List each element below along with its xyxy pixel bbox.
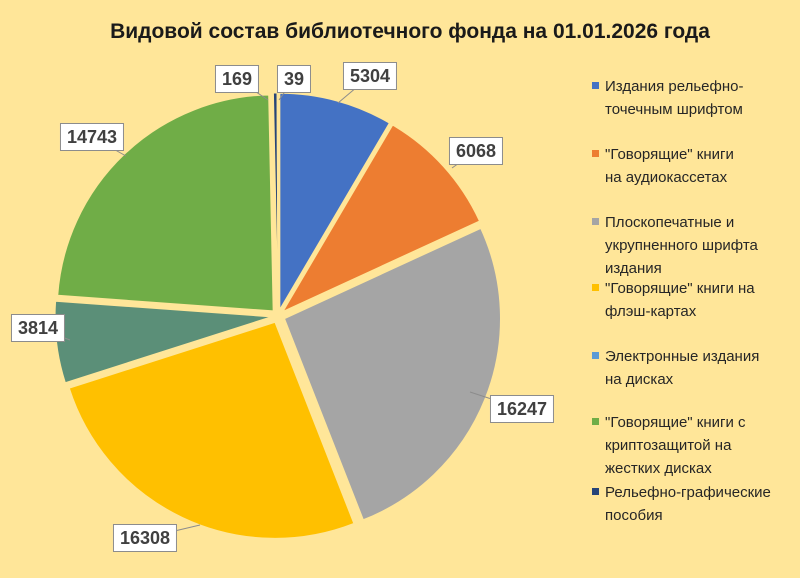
legend-label-line: на дисках [605,371,674,388]
legend-label-line: "Говорящие" книги на [605,280,755,297]
data-label: 16308 [112,524,178,552]
legend-swatch [592,82,599,89]
legend-swatch [592,284,599,291]
legend-label: "Говорящие" книги с криптозащитой на жестк… [605,411,800,480]
pie-slice [276,92,279,310]
legend-swatch [592,218,599,225]
data-label: 14743 [59,123,125,151]
data-label: 169 [214,65,260,93]
legend-swatch [592,488,599,495]
legend-label-line: криптозащитой на [605,437,732,454]
legend-swatch [592,418,599,425]
pie-slice [68,321,355,539]
pie-slice [281,124,481,313]
data-label: 16247 [489,395,555,423]
legend-swatch [592,150,599,157]
legend-label: Электронные издания на дисках [605,345,800,391]
legend-label-line: Издания рельефно- [605,78,744,95]
legend-label-line: пособия [605,507,663,524]
legend-swatch [592,352,599,359]
legend-label-line: жестких дисках [605,460,712,477]
legend-label-line: "Говорящие" книги с [605,414,746,431]
legend-label-line: "Говорящие" книги [605,146,734,163]
legend-label: "Говорящие" книги на флэш-картах [605,277,800,323]
pie-slice [54,300,272,384]
pie-slice [57,94,274,312]
chart-title: Видовой состав библиотечного фонда на 01… [110,20,710,43]
legend-label-line: флэш-картах [605,303,697,320]
legend-label: Плоскопечатные и укрупненного шрифта издан… [605,211,800,280]
data-label: 6068 [448,137,504,165]
data-label: 3814 [10,314,66,342]
legend-label-line: Плоскопечатные и [605,214,735,231]
data-label: 5304 [342,62,398,90]
legend-label: Рельефно-графические пособия [605,481,800,527]
legend-label-line: издания [605,260,662,277]
pie-slice [283,227,501,521]
legend-label: "Говорящие" книги на аудиокассетах [605,143,800,189]
legend-label-line: на аудиокассетах [605,169,728,186]
data-label: 39 [276,65,312,93]
legend-label: Издания рельефно-точечным шрифтом [605,75,800,121]
legend-label-line: укрупненного шрифта [605,237,758,254]
legend-label-line: точечным шрифтом [605,101,743,118]
legend-label-line: Электронные издания [605,348,760,365]
legend-label-line: Рельефно-графические [605,484,771,501]
